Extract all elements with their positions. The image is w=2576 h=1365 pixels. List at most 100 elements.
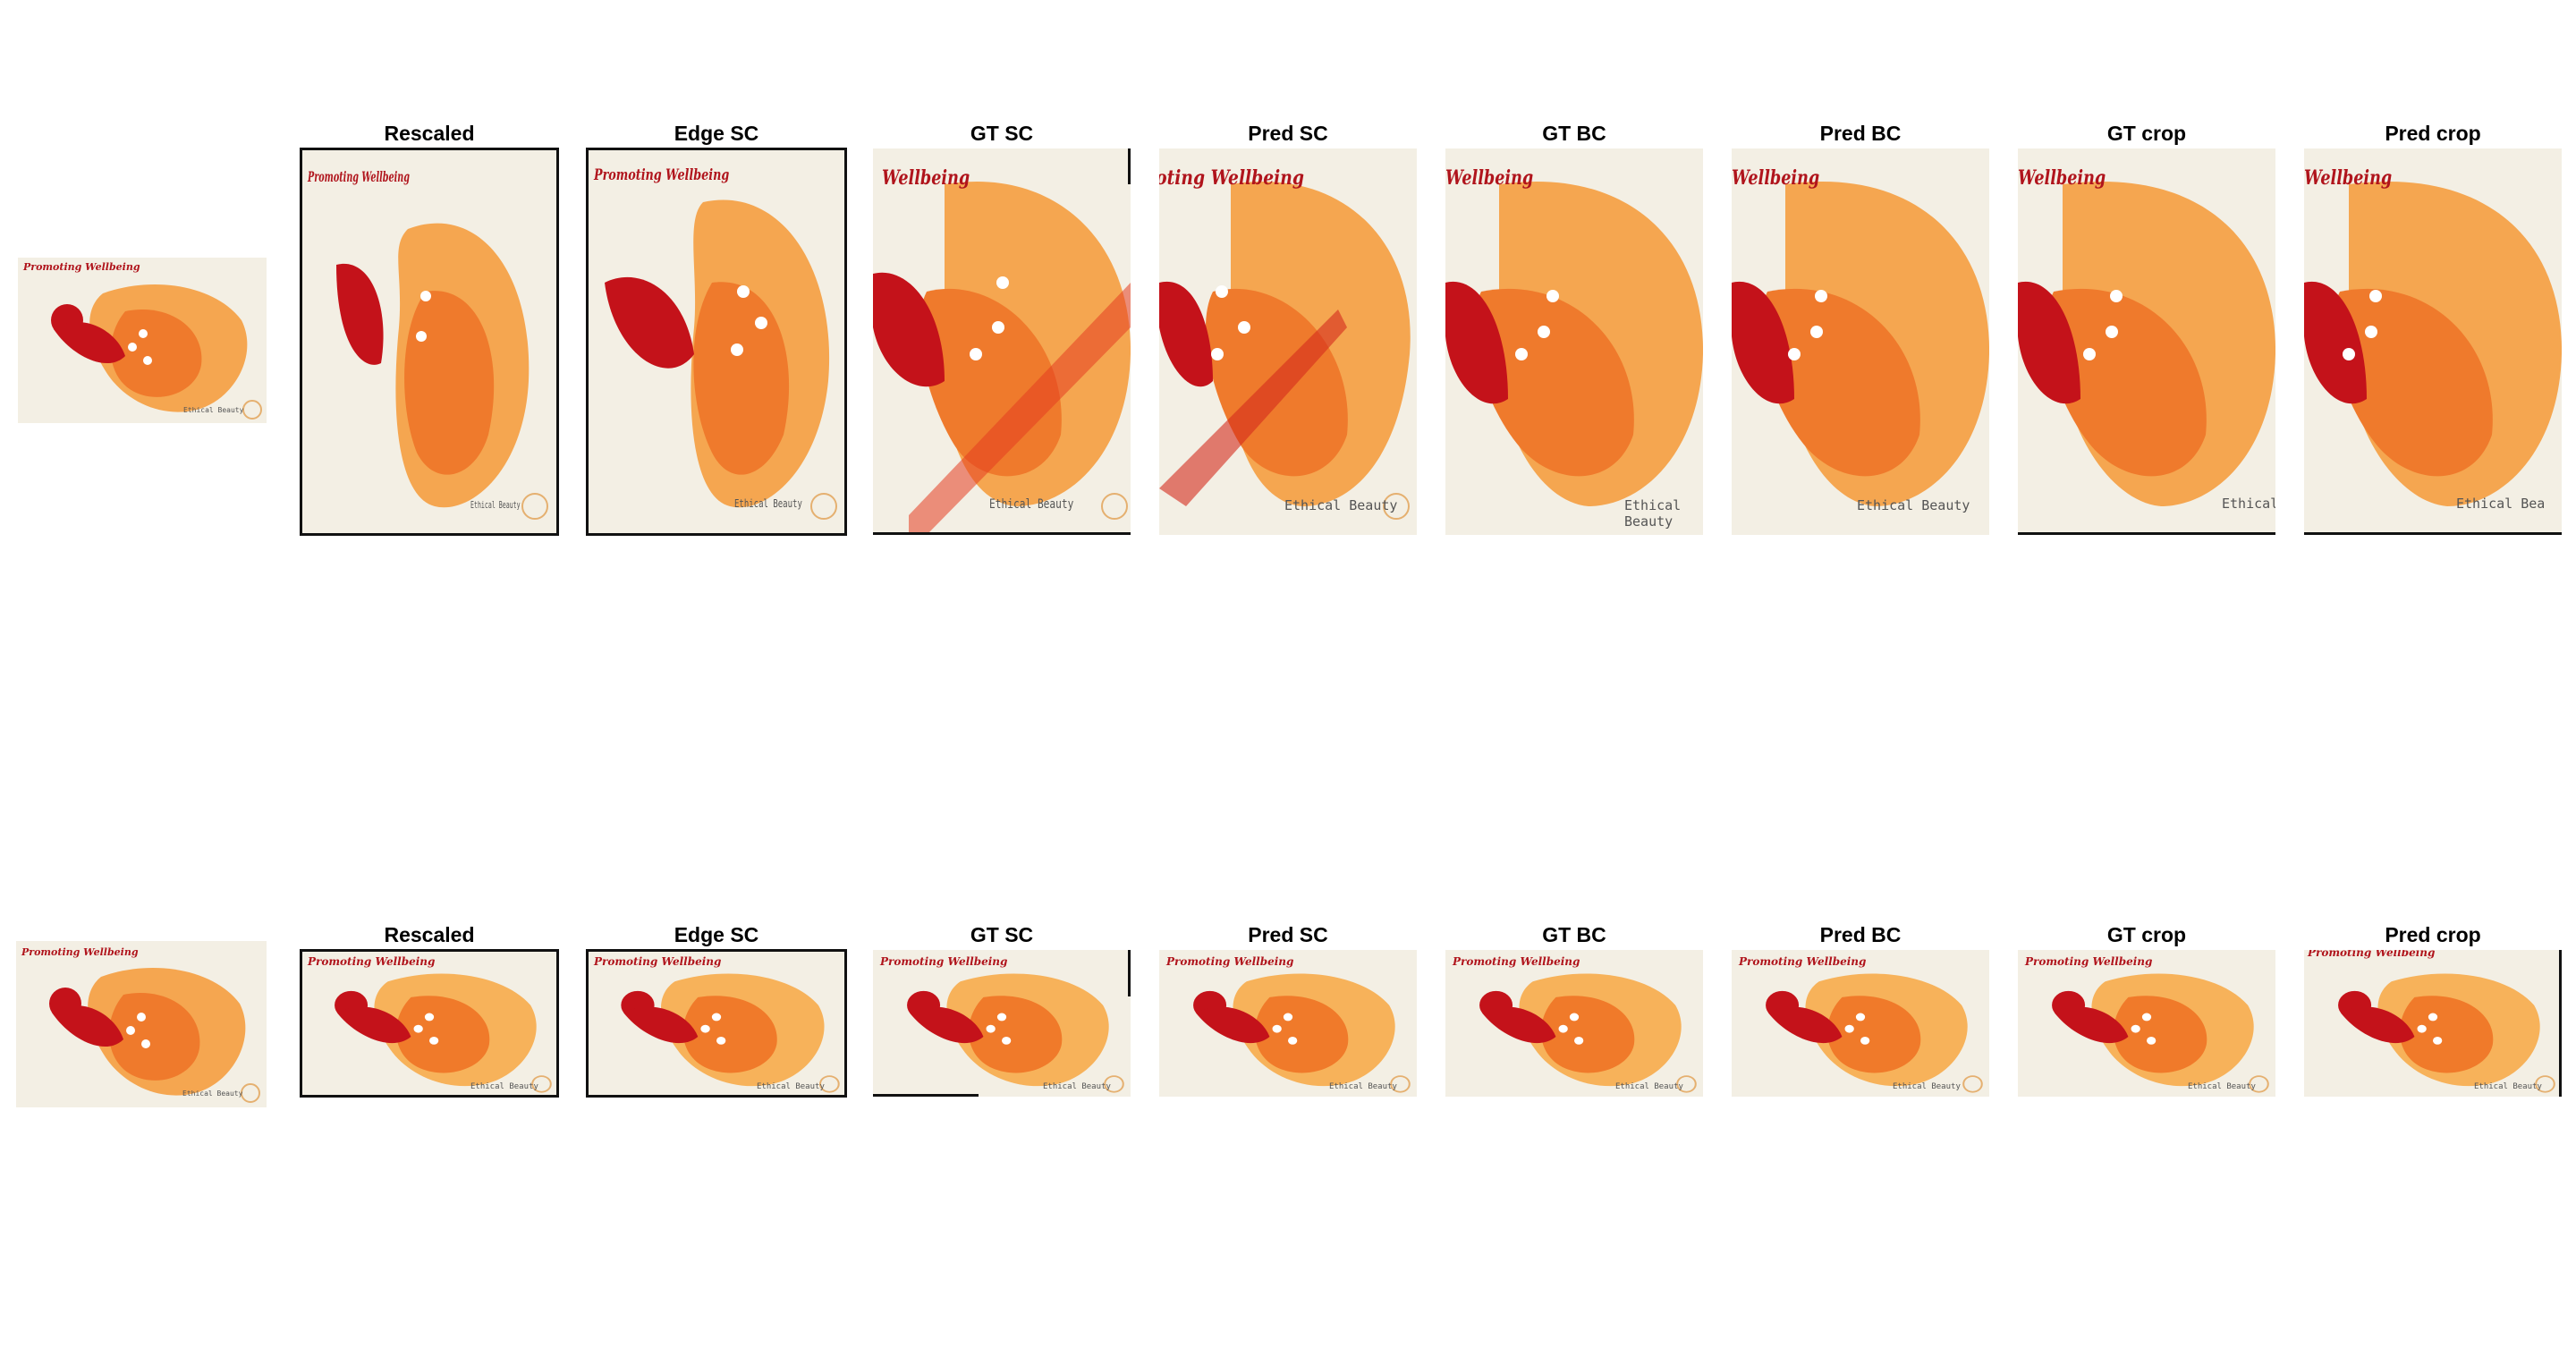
row-1-edge-sc: Edge SC Promoting Wellbeing Ethical Beau… [586, 122, 847, 537]
poster-art [1479, 973, 1697, 1093]
cell-title: Pred BC [1819, 122, 1902, 145]
poster-title: Promoting Wellbeing [23, 261, 140, 273]
poster-footer: Ethical Beauty [1329, 1082, 1397, 1091]
rescaled-image: Promoting Wellbeing Ethical Beauty [300, 148, 559, 536]
row-2-pred-bc: Pred BC Promoting Wellbeing Ethical Beau… [1732, 923, 1989, 1102]
row-1-original: Promoting Wellbeing Ethical Beauty [18, 250, 267, 429]
cell-title: Rescaled [384, 923, 475, 946]
pred-bc-image: Promoting Wellbeing Ethical Beauty [1732, 950, 1989, 1097]
poster-art [2018, 148, 2275, 532]
edge-marker [1128, 950, 1131, 996]
edge-marker [873, 1094, 979, 1097]
poster-footer: Ethical Beauty [734, 497, 802, 510]
cell-title: Pred crop [2385, 122, 2481, 145]
cell-title: Pred SC [1248, 923, 1328, 946]
row-2-rescaled: Rescaled Promoting Wellbeing Ethical Bea… [300, 923, 559, 1102]
cell-title: GT BC [1542, 923, 1606, 946]
poster-footer: Ethical Beauty [1624, 497, 1682, 530]
poster-title: Wellbeing [1445, 166, 1534, 190]
edge-sc-image: Promoting Wellbeing Ethical Beauty [586, 148, 847, 536]
poster-title: Promoting Wellbeing [2025, 955, 2153, 968]
row-2-pred-sc: Pred SC Promoting Wellbeing Ethical Beau… [1159, 923, 1417, 1102]
poster-title: Promoting Wellbeing [594, 955, 722, 968]
poster-title: Promoting Wellbeing [1166, 955, 1294, 968]
poster-title: Promoting Wellbeing [594, 166, 730, 184]
pred-sc-image: Promoting Wellbeing Ethical Beauty [1159, 148, 1417, 535]
poster-title: Promoting Wellbeing [880, 955, 1008, 968]
edge-sc-image: Promoting Wellbeing Ethical Beauty [586, 949, 847, 1098]
poster-title: Promoting Wellbeing [1453, 955, 1580, 968]
pred-crop-image: Wellbeing Ethical Bea [2304, 148, 2562, 535]
poster-footer: Ethical Beauty [757, 1082, 825, 1091]
poster-footer: Ethical Beauty [182, 1089, 243, 1098]
gt-sc-image: Promoting Wellbeing Ethical Beauty [873, 950, 1131, 1097]
poster-footer: Ethical Beauty [1284, 497, 1398, 513]
poster-art [1445, 148, 1703, 535]
poster-art [2052, 973, 2269, 1093]
pred-sc-image: Promoting Wellbeing Ethical Beauty [1159, 950, 1417, 1097]
row-2-pred-crop: Pred crop Promoting Wellbeing Ethical Be… [2304, 923, 2562, 1102]
poster-art [907, 973, 1124, 1093]
original-image: Promoting Wellbeing Ethical Beauty [18, 258, 267, 423]
poster-footer: Ethical Bea [2456, 496, 2546, 512]
cell-title: GT crop [2106, 122, 2187, 145]
poster-footer: Ethical [2222, 496, 2275, 512]
poster-title: Wellbeing [1732, 166, 1820, 190]
gt-sc-image: Wellbeing Ethical Beauty [873, 148, 1131, 535]
poster-art [1766, 973, 1983, 1093]
poster-title: Promoting Wellbeing [1739, 955, 1867, 968]
poster-title: Wellbeing [2304, 166, 2393, 190]
cell-title: Edge SC [674, 923, 759, 946]
poster-footer: Ethical Beauty [1043, 1082, 1111, 1091]
row-2-gt-crop: GT crop Promoting Wellbeing Ethical Beau… [2018, 923, 2275, 1102]
poster-footer: Ethical Beauty [2188, 1082, 2256, 1091]
poster-art [301, 148, 558, 535]
poster-title: Wellbeing [2018, 166, 2106, 190]
poster-art [1193, 973, 1411, 1093]
cell-title: Pred crop [2385, 923, 2481, 946]
pred-bc-image: Wellbeing Ethical Beauty [1732, 148, 1989, 535]
poster-art [2304, 148, 2562, 532]
row-1-pred-crop: Pred crop Wellbeing Ethical Bea [2304, 122, 2562, 537]
pred-crop-image: Promoting Wellbeing Ethical Beauty [2304, 950, 2562, 1097]
poster-footer: Ethical Beauty [470, 1082, 538, 1091]
row-1-rescaled: Rescaled Promoting Wellbeing Ethical Bea… [300, 122, 559, 537]
poster-title: Promoting Wellbeing [308, 955, 436, 968]
poster-title: Wellbeing [882, 166, 970, 190]
row-1-gt-bc: GT BC Wellbeing Ethical Beauty [1445, 122, 1703, 537]
row-2-original: Promoting Wellbeing Ethical Beauty [16, 941, 267, 1111]
poster-art [18, 258, 267, 423]
cell-title: GT BC [1542, 122, 1606, 145]
cell-title: GT SC [970, 122, 1034, 145]
poster-title: Promoting Wellbeing [2308, 950, 2436, 959]
gt-bc-image: Wellbeing Ethical Beauty [1445, 148, 1703, 535]
edge-marker [2559, 950, 2562, 1097]
row-1-pred-sc: Pred SC Promoting Wellbeing Ethical Beau… [1159, 122, 1417, 537]
poster-title: Promoting Wellbeing [1159, 166, 1304, 190]
cell-title: Pred SC [1248, 122, 1328, 145]
poster-art [621, 973, 840, 1093]
poster-footer: Ethical Beauty [2474, 1082, 2542, 1091]
poster-title: Promoting Wellbeing [21, 946, 139, 958]
poster-art [1732, 148, 1989, 535]
poster-footer: Ethical Beauty [1615, 1082, 1683, 1091]
poster-art [1159, 148, 1417, 535]
row-2-edge-sc: Edge SC Promoting Wellbeing Ethical Beau… [586, 923, 847, 1102]
poster-art [2338, 973, 2555, 1093]
gt-crop-image: Promoting Wellbeing Ethical Beauty [2018, 950, 2275, 1097]
row-1-gt-crop: GT crop Wellbeing Ethical [2018, 122, 2275, 537]
rescaled-image: Promoting Wellbeing Ethical Beauty [300, 949, 559, 1098]
row-1-pred-bc: Pred BC Wellbeing Ethical Beauty [1732, 122, 1989, 537]
row-1-gt-sc: GT SC Wellbeing Ethical Beauty [873, 122, 1131, 537]
cell-title: Rescaled [384, 122, 475, 145]
cell-title: GT SC [970, 923, 1034, 946]
poster-art [16, 941, 267, 1107]
poster-footer: Ethical Beauty [989, 497, 1074, 512]
cell-title: GT crop [2106, 923, 2187, 946]
gt-crop-image: Wellbeing Ethical [2018, 148, 2275, 535]
poster-art [873, 148, 1131, 532]
cell-title: Edge SC [674, 122, 759, 145]
poster-footer: Ethical Beauty [1857, 497, 1970, 513]
poster-footer: Ethical Beauty [1893, 1082, 1961, 1091]
poster-footer: Ethical Beauty [470, 499, 521, 511]
